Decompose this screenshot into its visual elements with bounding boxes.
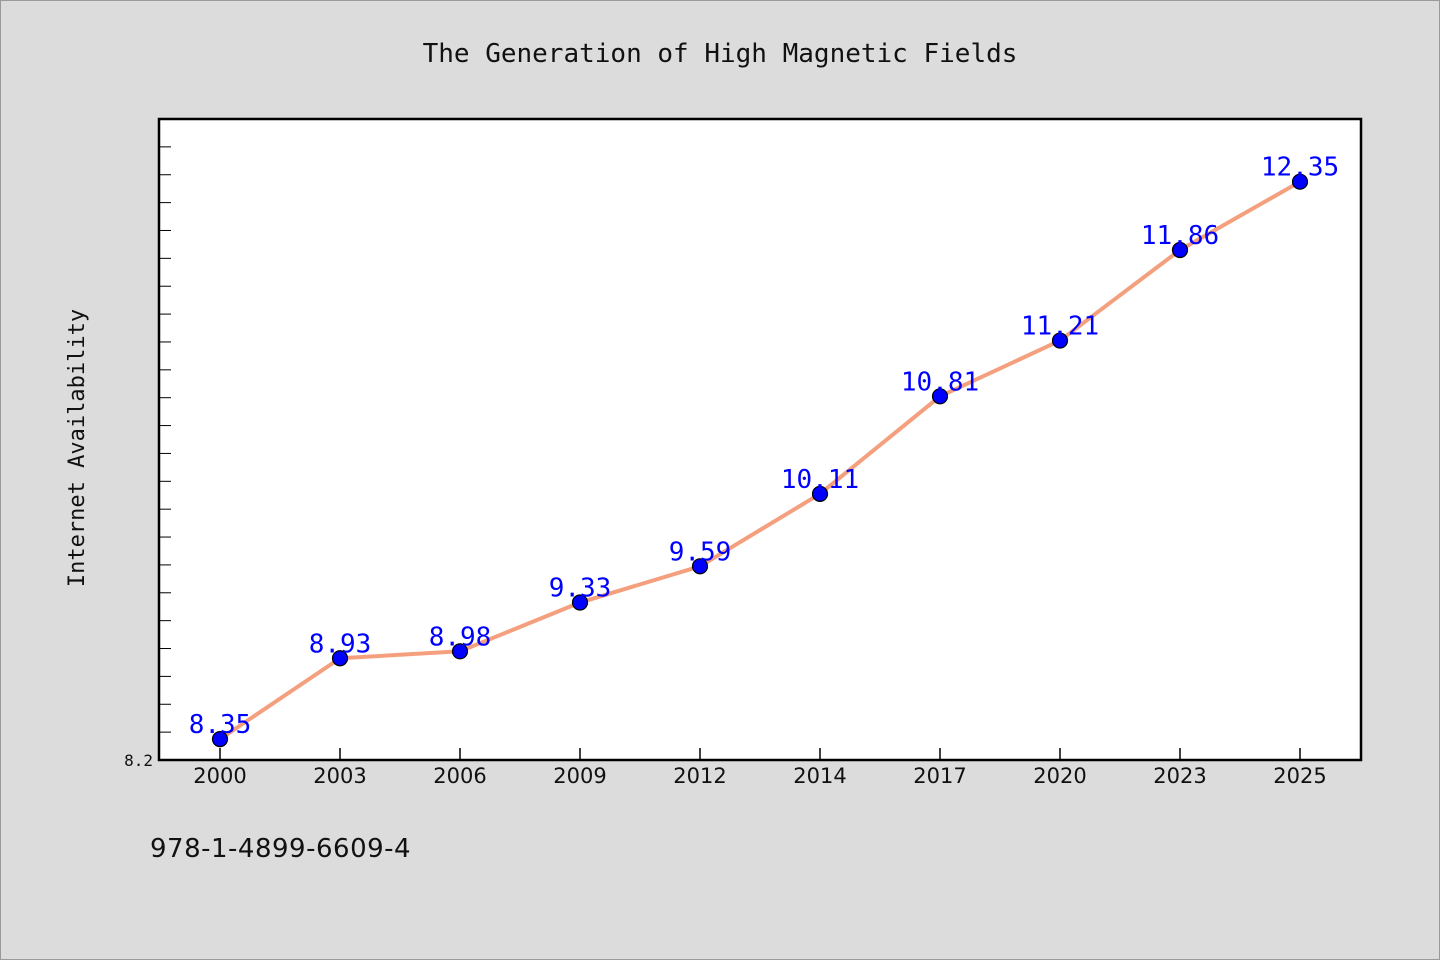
x-axis-ticks	[219, 748, 1301, 760]
data-labels: 8.35 8.93 8.98 9.33 9.59 10.11 10.81 11.21 11.86…	[189, 153, 1339, 740]
x-tick-label: 2000	[193, 764, 246, 788]
x-axis-tick-labels: 2000 2003 2006 2009 2012 2014 2017 2020 2023 2025	[193, 764, 1326, 788]
data-label: 12.35	[1261, 153, 1339, 183]
data-label: 8.93	[309, 629, 372, 659]
y-axis-tick-labels: 8.2	[124, 751, 153, 770]
data-point	[1171, 241, 1189, 259]
isbn-text: 978-1-4899-6609-4	[150, 834, 412, 864]
data-label: 11.21	[1021, 312, 1099, 342]
x-tick-label: 2006	[433, 764, 486, 788]
data-point	[451, 643, 469, 660]
data-point	[571, 594, 589, 611]
x-tick-label: 2009	[553, 764, 606, 788]
chart-title: The Generation of High Magnetic Fields	[423, 39, 1018, 69]
data-label: 9.33	[549, 574, 612, 604]
data-point	[1051, 332, 1069, 349]
data-label: 9.59	[669, 537, 732, 567]
plot-area	[157, 117, 1363, 762]
data-point	[211, 730, 229, 748]
series-markers	[211, 173, 1309, 748]
y-axis-ticks	[159, 146, 171, 733]
x-tick-label: 2020	[1033, 764, 1086, 788]
data-point	[691, 558, 709, 575]
data-point	[811, 485, 829, 502]
data-label: 11.86	[1141, 221, 1219, 251]
data-point	[331, 650, 349, 667]
data-label: 10.11	[781, 465, 859, 495]
data-label: 8.98	[429, 622, 492, 652]
x-tick-label: 2023	[1153, 764, 1206, 788]
x-tick-label: 2025	[1273, 764, 1326, 788]
x-tick-label: 2003	[313, 764, 366, 788]
x-tick-label: 2017	[913, 764, 966, 788]
data-point	[1291, 173, 1309, 190]
y-axis-label: Internet Availability	[65, 309, 90, 587]
data-point	[931, 388, 949, 405]
data-label: 10.81	[901, 367, 979, 397]
y-tick-label: 8.2	[124, 751, 153, 770]
x-tick-label: 2012	[673, 764, 726, 788]
data-label: 8.35	[189, 710, 252, 740]
x-tick-label: 2014	[793, 764, 846, 788]
series-line	[218, 179, 1302, 742]
